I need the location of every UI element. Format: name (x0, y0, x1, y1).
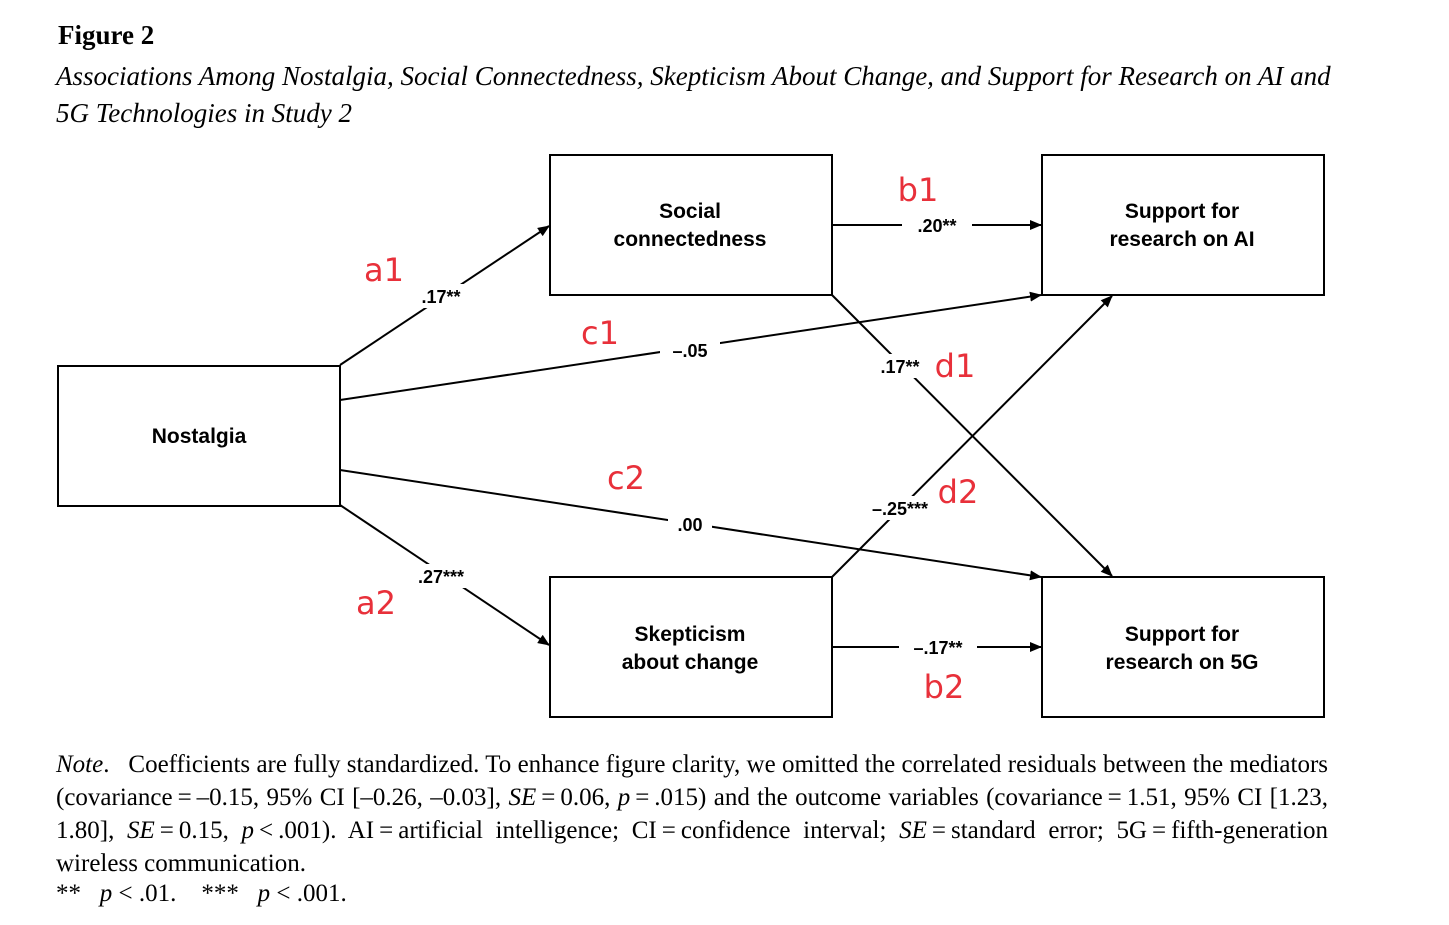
figure-note: Note. Coefficients are fully standardize… (56, 751, 1329, 877)
figure-caption: Associations Among Nostalgia, Social Con… (56, 61, 1331, 128)
figure-number: Figure 2 (58, 20, 155, 50)
note-segment-italic: SE (899, 817, 927, 844)
path-d2-line (831, 295, 1113, 578)
coef-a2: .27*** (418, 567, 464, 587)
coef-a1: .17** (421, 287, 460, 307)
node-support-ai: Support for research on AI (1041, 154, 1325, 296)
coef-d2: –.25*** (872, 499, 928, 519)
sig-rest-1: < .01. (112, 880, 177, 907)
coef-b2: –.17** (913, 638, 962, 658)
node-skepticism-box (549, 576, 833, 718)
node-skepticism-label-line1: Skepticism (635, 623, 746, 646)
path-label-d2: d2 (938, 473, 979, 511)
node-social-label-line2: connectedness (614, 228, 767, 251)
node-skepticism: Skepticism about change (549, 576, 833, 718)
node-support-5g-label-line2: research on 5G (1106, 651, 1259, 674)
path-label-b2: b2 (924, 668, 965, 706)
coef-b1: .20** (917, 216, 956, 236)
coef-c2: .00 (677, 515, 702, 535)
sig-rest-2: < .001. (270, 880, 347, 907)
node-nostalgia-label: Nostalgia (152, 425, 247, 448)
note-segment-italic: p (617, 784, 631, 811)
node-support-ai-label-line1: Support for (1125, 200, 1239, 223)
node-support-5g: Support for research on 5G (1041, 576, 1325, 718)
note-segment: = .015) and the outcome variables (covar… (56, 784, 1328, 844)
note-segment: = standard error; 5G = fifth-generation … (56, 817, 1329, 877)
node-social-connectedness: Social connectedness (549, 154, 833, 296)
sig-stars-1: ** (56, 880, 81, 907)
path-label-c2: c2 (607, 459, 645, 497)
note-segment-italic: p (241, 817, 255, 844)
path-label-a2: a2 (356, 584, 396, 622)
path-labels: a1 a2 c1 c2 b1 b2 d1 d2 (356, 171, 978, 706)
note-segment: Coefficients are fully standardized. To … (56, 751, 1328, 811)
note-segment: = 0.15, (154, 817, 242, 844)
note-segment: = 0.06, (536, 784, 618, 811)
sig-p-1: p (99, 880, 113, 907)
note-segment: < .001). AI = artificial intelligence; C… (254, 817, 900, 844)
node-support-ai-box (1041, 154, 1325, 296)
node-skepticism-label-line2: about change (622, 651, 759, 674)
note-segment-italic: SE (126, 817, 155, 844)
significance-legend: ** p < .01. *** p < .001. (56, 880, 347, 908)
path-label-a1: a1 (364, 251, 404, 289)
coefficients: .17** .27*** –.05 .00 .20** –.17** .17**… (402, 213, 977, 659)
note-segment-italic: SE (508, 784, 537, 811)
node-support-5g-label-line1: Support for (1125, 623, 1239, 646)
sig-stars-2: *** (201, 880, 239, 907)
coef-d1: .17** (880, 357, 919, 377)
node-support-ai-label-line2: research on AI (1109, 228, 1254, 251)
node-support-5g-box (1041, 576, 1325, 718)
node-social-box (549, 154, 833, 296)
coef-c1: –.05 (672, 341, 707, 361)
sig-p-2: p (257, 880, 271, 907)
note-lead: Note (56, 751, 104, 778)
node-nostalgia-box (57, 365, 341, 507)
node-social-label-line1: Social (659, 200, 721, 223)
path-label-b1: b1 (898, 171, 939, 209)
node-nostalgia: Nostalgia (57, 365, 341, 507)
path-label-c1: c1 (581, 314, 619, 352)
path-label-d1: d1 (935, 347, 976, 385)
